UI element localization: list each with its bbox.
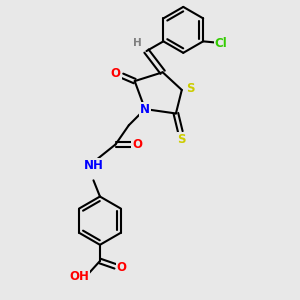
Text: N: N — [140, 103, 150, 116]
Text: O: O — [132, 138, 142, 151]
Text: S: S — [186, 82, 194, 95]
Text: Cl: Cl — [214, 37, 227, 50]
Text: NH: NH — [83, 159, 103, 172]
Text: S: S — [178, 133, 186, 146]
Text: OH: OH — [69, 270, 89, 283]
Text: O: O — [117, 261, 127, 274]
Text: H: H — [133, 38, 142, 48]
Text: O: O — [111, 67, 121, 80]
